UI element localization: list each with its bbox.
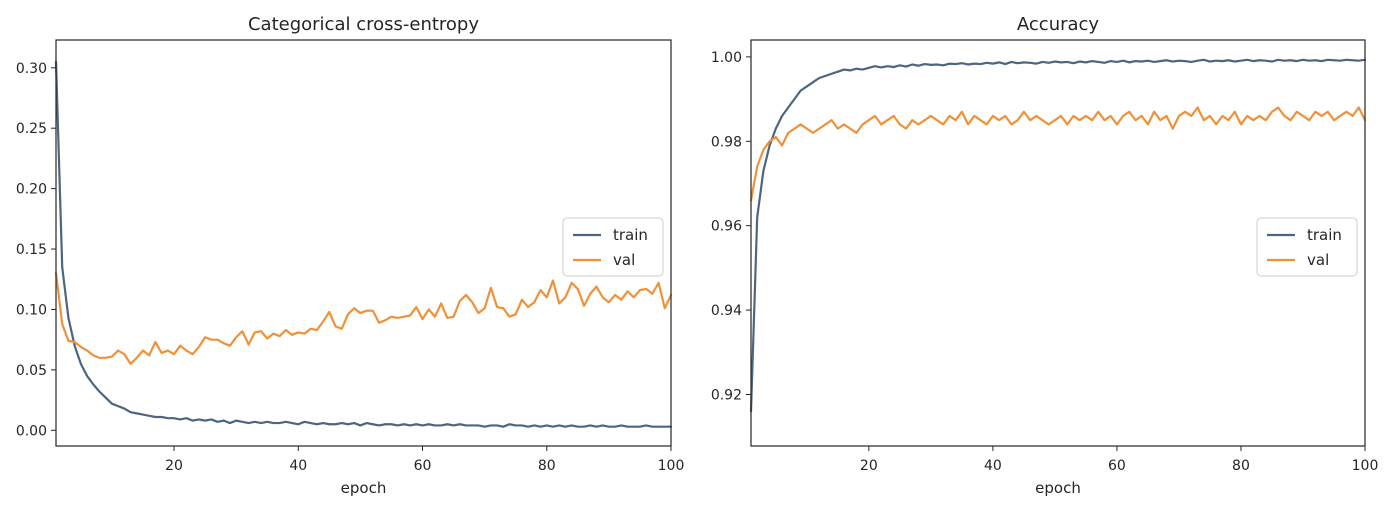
loss-val-line <box>54 272 673 365</box>
accuracy-y-tick-label: 0.98 <box>711 134 742 150</box>
accuracy-title: Accuracy <box>1017 14 1100 35</box>
loss-legend-box <box>562 217 664 277</box>
accuracy-x-tick-label: 40 <box>984 458 1002 474</box>
accuracy-legend-label-val: val <box>1307 251 1329 269</box>
loss-legend: train val <box>562 217 664 277</box>
loss-legend-label-train: train <box>613 226 648 244</box>
accuracy-axes-frame <box>750 39 1366 447</box>
loss-x-axis-label: epoch <box>341 479 387 497</box>
loss-x-tick-label: 40 <box>289 458 307 474</box>
loss-x-tick-label: 20 <box>165 458 183 474</box>
accuracy-x-axis-label: epoch <box>1035 479 1081 497</box>
loss-y-tick-label: 0.30 <box>16 61 47 77</box>
accuracy-x-tick-label: 20 <box>860 458 878 474</box>
loss-title: Categorical cross-entropy <box>248 14 479 35</box>
loss-x-tick-label: 60 <box>414 458 432 474</box>
loss-y-tick-label: 0.25 <box>16 121 47 137</box>
accuracy-legend: train val <box>1256 217 1358 277</box>
accuracy-chart: Accuracy 20 40 60 80 100 0.92 0.94 0.96 0.98 1.00 e… <box>711 14 1379 497</box>
loss-y-tick-label: 0.20 <box>16 182 47 198</box>
loss-x-tick-label: 100 <box>658 458 685 474</box>
accuracy-train-line <box>749 58 1367 413</box>
accuracy-legend-box <box>1256 217 1358 277</box>
accuracy-x-tick-label: 100 <box>1352 458 1379 474</box>
loss-y-tick-label: 0.05 <box>16 363 47 379</box>
accuracy-val-line <box>749 106 1367 202</box>
loss-legend-label-val: val <box>613 251 635 269</box>
accuracy-y-tick-label: 0.94 <box>711 303 742 319</box>
loss-chart: Categorical cross-entropy 20 40 60 80 100 0.00… <box>16 14 685 497</box>
loss-train-line <box>54 60 673 428</box>
accuracy-legend-label-train: train <box>1307 226 1342 244</box>
accuracy-y-tick-label: 0.92 <box>711 388 742 404</box>
accuracy-x-tick-label: 80 <box>1232 458 1250 474</box>
loss-y-tick-label: 0.00 <box>16 423 47 439</box>
loss-x-tick-label: 80 <box>538 458 556 474</box>
loss-y-tick-label: 0.15 <box>16 242 47 258</box>
loss-axes-frame <box>55 39 672 447</box>
accuracy-x-tick-label: 60 <box>1108 458 1126 474</box>
accuracy-y-tick-label: 0.96 <box>711 219 742 235</box>
accuracy-y-tick-label: 1.00 <box>711 50 742 66</box>
loss-y-tick-label: 0.10 <box>16 302 47 318</box>
